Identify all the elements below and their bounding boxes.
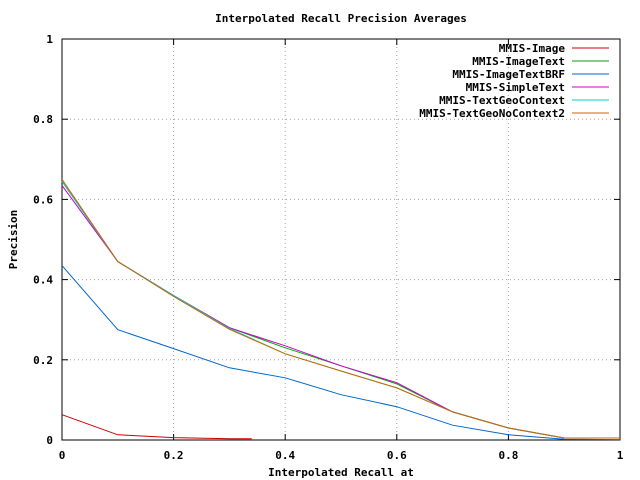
x-tick-label: 1 <box>617 449 624 462</box>
series-line-mmis-image <box>61 414 252 440</box>
series-line-mmis-imagetextbrf <box>61 265 621 441</box>
y-tick-label: 0 <box>46 434 53 447</box>
legend: MMIS-ImageMMIS-ImageTextMMIS-ImageTextBR… <box>419 42 609 120</box>
x-axis-label: Interpolated Recall at <box>268 466 414 479</box>
plot-frame <box>61 38 621 441</box>
ticks-layer: 0 0.2 0.4 0.6 0.8 1 0 0.2 0.4 0.6 0.8 1 <box>33 33 624 462</box>
y-tick-label: 0.6 <box>33 193 53 206</box>
x-tick-label: 0.2 <box>164 449 184 462</box>
series-line-mmis-textgeocontext <box>61 181 620 439</box>
series-line-mmis-imagetext <box>61 181 620 439</box>
x-tick-label: 0.8 <box>498 449 518 462</box>
series-line-mmis-textgeonocontext2 <box>61 179 620 439</box>
grid-layer <box>62 39 620 440</box>
legend-label: MMIS-TextGeoNoContext2 <box>419 107 565 120</box>
x-tick-label: 0 <box>59 449 66 462</box>
x-tick-label: 0.6 <box>387 449 407 462</box>
y-tick-label: 0.8 <box>33 113 53 126</box>
legend-label: MMIS-TextGeoContext <box>439 94 565 107</box>
y-axis-label: Precision <box>7 210 20 270</box>
series-layer <box>61 179 621 441</box>
legend-label: MMIS-Image <box>499 42 566 55</box>
legend-label: MMIS-ImageText <box>472 55 565 68</box>
y-tick-label: 0.2 <box>33 354 53 367</box>
y-tick-label: 1 <box>46 33 53 46</box>
chart-title: Interpolated Recall Precision Averages <box>215 12 467 25</box>
x-tick-label: 0.4 <box>275 449 295 462</box>
y-tick-label: 0.4 <box>33 274 53 287</box>
legend-label: MMIS-ImageTextBRF <box>452 68 565 81</box>
legend-label: MMIS-SimpleText <box>466 81 565 94</box>
series-line-mmis-simpletext <box>61 185 620 439</box>
